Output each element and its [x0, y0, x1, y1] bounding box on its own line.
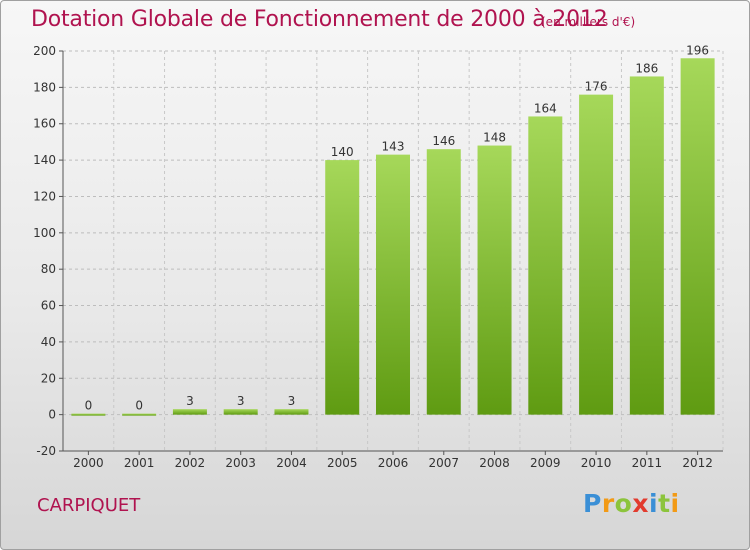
y-tick-label: 80 [41, 262, 56, 276]
y-axis: -20 0 20 40 60 80 100 120 140 160 180 200 [33, 44, 64, 458]
x-tick-label: 2012 [682, 456, 713, 470]
x-tick-label: 2001 [124, 456, 155, 470]
y-tick-label: 100 [33, 226, 56, 240]
data-label: 186 [635, 61, 658, 75]
bar [172, 409, 207, 415]
logo-letter: x [632, 489, 649, 518]
x-tick-label: 2010 [581, 456, 612, 470]
bars [71, 58, 715, 416]
x-axis: 2000 2001 2002 2003 2004 2005 2006 2007 2008 2009… [63, 450, 723, 470]
x-tick-label: 2008 [479, 456, 510, 470]
bar [426, 149, 461, 415]
bar [528, 116, 563, 415]
commune-name: CARPIQUET [37, 495, 141, 516]
logo-letter: i [649, 489, 659, 518]
data-label: 176 [585, 80, 608, 94]
chart-title: Dotation Globale de Fonctionnement de 20… [31, 7, 608, 32]
x-tick-label: 2011 [632, 456, 663, 470]
data-label: 0 [85, 399, 93, 413]
data-label: 143 [382, 140, 405, 154]
data-label: 140 [331, 145, 354, 159]
data-label: 148 [483, 131, 506, 145]
y-tick-label: -20 [36, 444, 56, 458]
logo-letter: P [583, 489, 602, 518]
bar [477, 145, 512, 415]
bar [680, 58, 715, 415]
y-tick-label: 180 [33, 80, 56, 94]
bar [122, 413, 157, 416]
y-tick-label: 0 [48, 408, 56, 422]
y-tick-label: 120 [33, 189, 56, 203]
y-tick-label: 140 [33, 153, 56, 167]
x-tick-label: 2003 [225, 456, 256, 470]
logo-letter: o [614, 489, 633, 518]
bar [579, 94, 614, 415]
x-tick-label: 2007 [428, 456, 459, 470]
data-label: 3 [237, 394, 245, 408]
x-tick-label: 2006 [378, 456, 409, 470]
y-tick-label: 60 [41, 299, 56, 313]
x-tick-label: 2002 [175, 456, 206, 470]
logo-letter: t [658, 489, 671, 518]
x-tick-label: 2005 [327, 456, 358, 470]
x-tick-label: 2009 [530, 456, 561, 470]
data-labels: 0 0 3 3 3 140 143 146 148 164 176 186 196 [85, 43, 710, 412]
x-tick-label: 2000 [73, 456, 104, 470]
bar [71, 413, 106, 416]
x-tick-label: 2004 [276, 456, 307, 470]
y-tick-label: 200 [33, 44, 56, 58]
data-label: 0 [135, 399, 143, 413]
proxiti-logo: Proxiti [583, 489, 680, 518]
data-label: 146 [432, 134, 455, 148]
chart-unit: (en milliers d'€) [541, 15, 636, 29]
data-label: 196 [686, 43, 709, 57]
bar [223, 409, 258, 415]
y-tick-label: 160 [33, 117, 56, 131]
logo-letter: i [670, 489, 680, 518]
bar [376, 154, 410, 415]
bar [325, 160, 360, 415]
data-label: 164 [534, 101, 557, 115]
data-label: 3 [186, 394, 194, 408]
data-label: 3 [288, 394, 296, 408]
bar [274, 409, 309, 415]
y-tick-label: 20 [41, 371, 56, 385]
y-tick-label: 40 [41, 335, 56, 349]
bar [629, 76, 664, 415]
logo-letter: r [601, 489, 615, 518]
